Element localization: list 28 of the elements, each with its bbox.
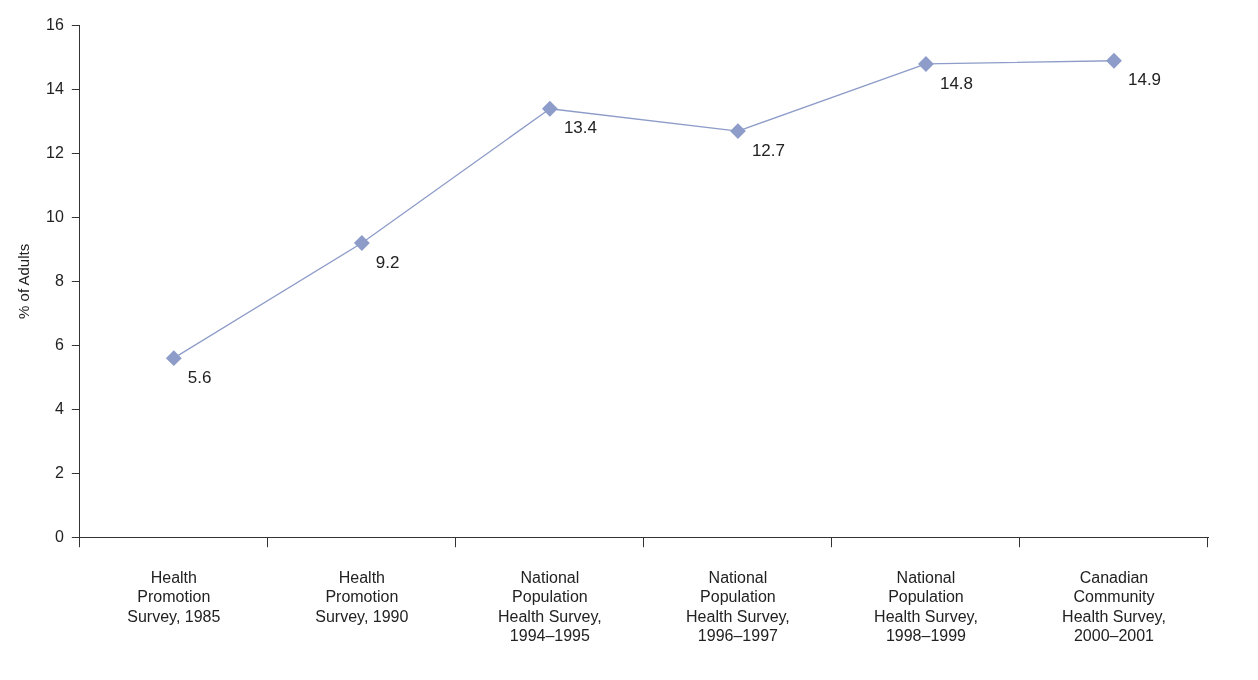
data-label: 14.8 xyxy=(939,73,974,93)
x-tick-label: Canadian Community Health Survey, 2000–2001 xyxy=(1062,569,1166,644)
y-tick-label: 10 xyxy=(46,207,64,225)
y-tick-label: 14 xyxy=(46,79,64,97)
data-label: 14.9 xyxy=(1127,70,1162,90)
x-tick-label: National Population Health Survey, 1994–1995 xyxy=(498,569,602,644)
x-tick-label: National Population Health Survey, 1996–1997 xyxy=(686,569,790,644)
y-tick-label: 8 xyxy=(54,271,64,289)
point xyxy=(1106,53,1122,69)
y-tick-label: 6 xyxy=(54,335,64,353)
data-label: 13.4 xyxy=(563,118,597,138)
x-tick-label: Health Promotion Survey, 1990 xyxy=(315,569,409,625)
point xyxy=(542,101,558,117)
data-label: 5.6 xyxy=(187,367,212,387)
x-tick-label: National Population Health Survey, 1998–1999 xyxy=(874,569,978,644)
y-tick-label: 4 xyxy=(54,399,64,417)
point xyxy=(166,350,182,366)
point xyxy=(354,235,370,251)
y-tick-label: 16 xyxy=(46,16,64,34)
y-tick-label: 2 xyxy=(54,463,64,481)
y-tick-label: 12 xyxy=(46,143,64,161)
x-tick-label: Health Promotion Survey, 1985 xyxy=(127,569,221,625)
y-axis-title: % of Adults xyxy=(15,243,33,319)
data-label: 12.7 xyxy=(751,140,786,160)
y-tick-label: 0 xyxy=(54,527,64,545)
data-label: 9.2 xyxy=(375,252,400,272)
point xyxy=(730,123,746,139)
point xyxy=(918,56,934,72)
